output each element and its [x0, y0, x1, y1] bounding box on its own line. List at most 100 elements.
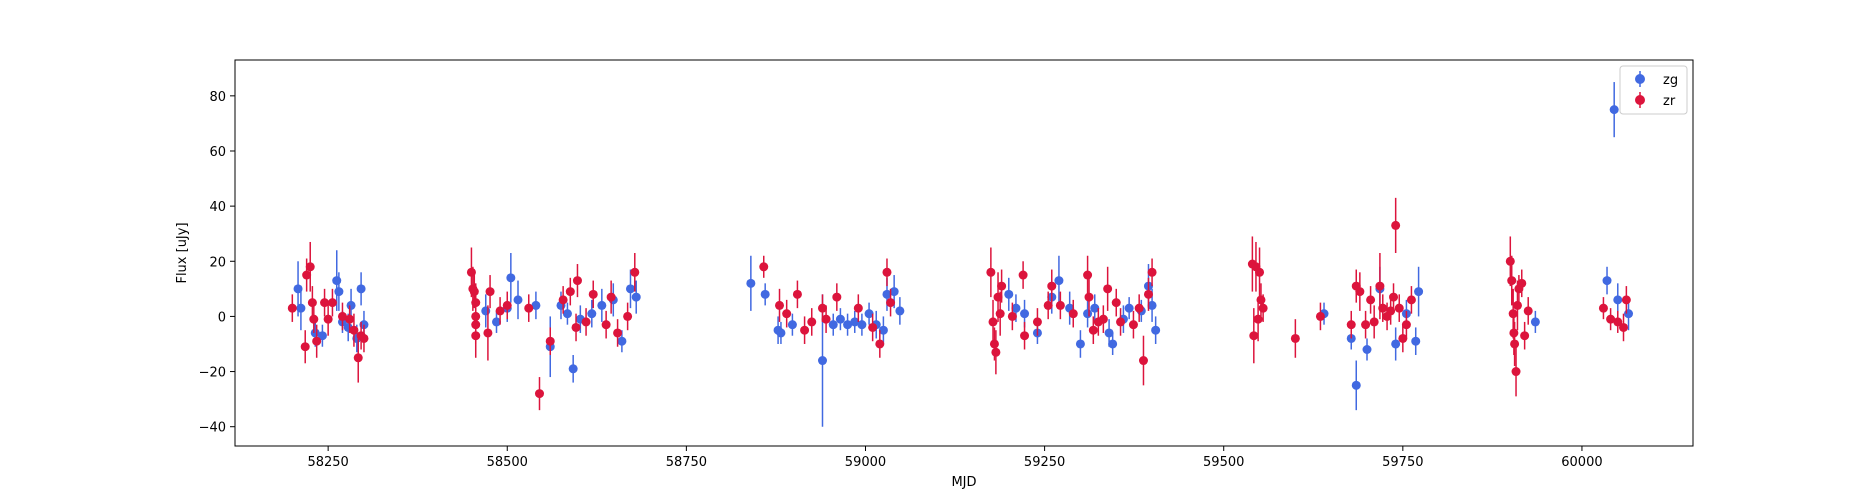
zr-point — [775, 300, 785, 310]
x-tick-label: 58750 — [666, 455, 707, 470]
zr-point — [853, 303, 863, 313]
y-tick-label: 20 — [209, 255, 226, 270]
legend: zg zr — [1619, 65, 1688, 115]
zr-point — [807, 317, 817, 327]
zr-point — [302, 270, 312, 280]
zr-point — [1290, 333, 1300, 343]
zg-point — [1609, 105, 1619, 115]
legend-zg-marker — [1635, 74, 1645, 84]
zr-point — [1249, 331, 1259, 341]
zr-point — [1406, 295, 1416, 305]
zr-point — [305, 262, 315, 272]
zr-point — [882, 267, 892, 277]
zg-point — [310, 328, 320, 338]
zg-point — [506, 273, 516, 283]
zr-point — [1315, 311, 1325, 321]
zg-point — [1108, 339, 1118, 349]
zr-point — [1007, 311, 1017, 321]
zg-point — [1124, 303, 1134, 313]
zr-point — [821, 314, 831, 324]
zr-point — [1098, 314, 1108, 324]
zg-point — [1351, 380, 1361, 390]
zg-point — [1011, 303, 1021, 313]
zr-point — [1346, 320, 1356, 330]
zg-point — [1414, 287, 1424, 297]
zg-point — [1004, 289, 1014, 299]
zg-point — [1090, 303, 1100, 313]
zg-point — [1104, 328, 1114, 338]
x-tick-label: 59000 — [845, 455, 886, 470]
zg-point — [562, 309, 572, 319]
zr-point — [1255, 267, 1265, 277]
zr-point — [359, 333, 369, 343]
zr-point — [1253, 314, 1263, 324]
zg-point — [835, 314, 845, 324]
zg-point — [828, 320, 838, 330]
zr-point — [1394, 303, 1404, 313]
zr-point — [581, 317, 591, 327]
zr-point — [312, 336, 322, 346]
zr-point — [287, 303, 297, 313]
zr-point — [601, 320, 611, 330]
plot-frame — [234, 59, 1694, 447]
zr-point — [485, 287, 495, 297]
zr-point — [1361, 320, 1371, 330]
zr-point — [307, 298, 317, 308]
zr-point — [353, 353, 363, 363]
zr-point — [565, 287, 575, 297]
zr-point — [1375, 281, 1385, 291]
zr-point — [1103, 284, 1113, 294]
zg-point — [850, 317, 860, 327]
zg-point — [1411, 336, 1421, 346]
x-tick-label: 59750 — [1382, 455, 1423, 470]
zr-point — [534, 389, 544, 399]
zr-point — [1020, 331, 1030, 341]
zr-point — [1391, 220, 1401, 230]
y-tick-label: 0 — [218, 310, 226, 325]
zr-point — [320, 298, 330, 308]
zg-point — [889, 287, 899, 297]
zr-point — [1613, 317, 1623, 327]
zr-point — [1258, 303, 1268, 313]
zr-point — [588, 289, 598, 299]
zr-point — [991, 347, 1001, 357]
zr-point — [349, 325, 359, 335]
zr-point — [1366, 295, 1376, 305]
zr-point — [327, 298, 337, 308]
zr-point — [868, 322, 878, 332]
zr-point — [800, 325, 810, 335]
zg-point — [317, 331, 327, 341]
zr-point — [483, 328, 493, 338]
zr-point — [1084, 292, 1094, 302]
zr-point — [502, 300, 512, 310]
zr-point — [1505, 256, 1515, 266]
zr-point — [1512, 300, 1522, 310]
zg-point — [882, 289, 892, 299]
zr-point — [606, 292, 616, 302]
zg-point — [760, 289, 770, 299]
zr-point — [558, 295, 568, 305]
zr-point — [471, 331, 481, 341]
zg-point — [1624, 309, 1634, 319]
zr-point — [986, 267, 996, 277]
zr-point — [1083, 270, 1093, 280]
zr-point — [1068, 309, 1078, 319]
zr-point — [309, 314, 319, 324]
zg-point — [513, 295, 523, 305]
zr-point — [1520, 331, 1530, 341]
zr-point — [792, 289, 802, 299]
zr-point — [1018, 270, 1028, 280]
zr-point — [1116, 317, 1126, 327]
zr-point — [495, 306, 505, 316]
zg-point — [356, 284, 366, 294]
zr-point — [1134, 303, 1144, 313]
zg-point — [346, 300, 356, 310]
zr-point — [300, 342, 310, 352]
zg-point — [843, 320, 853, 330]
zg-point — [587, 309, 597, 319]
series-layer — [287, 82, 1634, 427]
zr-point — [524, 303, 534, 313]
zg-point — [787, 320, 797, 330]
legend-zr-marker — [1635, 95, 1645, 105]
